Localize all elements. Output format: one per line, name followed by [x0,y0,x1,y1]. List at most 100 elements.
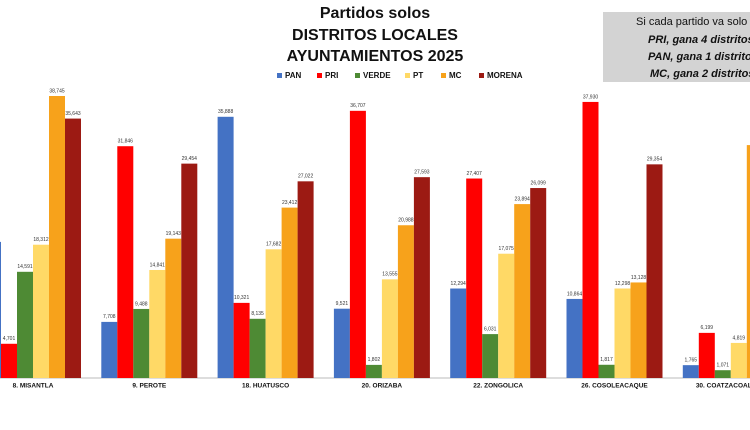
data-label: 14,591 [17,264,33,270]
legend-swatch [277,73,282,78]
bar [101,321,118,378]
data-label: 31,846 [118,139,134,145]
data-label: 9,488 [135,301,148,307]
bar [1,343,17,378]
data-label: 27,022 [298,174,314,180]
x-tick-label: 30. COATZACOALCOS [696,383,750,390]
data-label: 23,412 [282,200,298,206]
bar [349,110,366,378]
data-label: 1,765 [685,357,698,363]
data-label: 10,321 [234,295,250,301]
data-label: 6,199 [701,325,714,331]
bar [233,302,250,378]
x-tick-label: 9. PEROTE [132,383,167,390]
legend-label: VERDE [363,71,391,80]
bar [466,178,483,378]
data-label: 38,745 [49,88,65,94]
legend-label: PRI [325,71,338,80]
bar [149,269,166,378]
bar [133,308,150,378]
bar [598,364,615,378]
data-label: 7,708 [103,314,116,320]
bar [33,244,49,378]
data-label: 27,593 [414,169,430,175]
data-label: 13,555 [382,272,398,278]
data-label: 17,682 [266,242,282,248]
data-label: 4,819 [733,335,746,341]
data-label: 12,294 [451,281,467,287]
legend-label: PT [413,71,423,80]
bar [698,332,715,378]
bar [381,279,398,378]
data-label: 37,930 [583,94,599,100]
bar [450,288,467,378]
data-label: 17,075 [499,246,515,252]
data-label: 8,135 [251,311,264,317]
x-tick-label: 8. MISANTLA [13,383,54,390]
chart-subtitle: DISTRITOS LOCALES [292,27,458,44]
legend-label: MC [449,71,462,80]
data-label: 10,864 [567,291,583,297]
bar [181,163,198,378]
x-tick-label: 18. HUATUSCO [242,383,289,390]
data-label: 35,888 [218,109,234,115]
bar [682,365,699,378]
bar [630,282,647,378]
data-label: 20,988 [398,218,414,224]
bar [530,188,547,378]
data-label: 13,128 [631,275,647,281]
data-label: 4,701 [3,336,16,342]
data-label: 29,454 [182,156,198,162]
data-label: 14,841 [150,262,166,268]
bar [17,271,33,378]
bar [397,225,414,378]
bar [0,241,1,378]
data-label: 9,521 [336,301,349,307]
legend-swatch [405,73,410,78]
bar [746,145,750,378]
bar [365,364,382,378]
bar [566,298,583,378]
data-label: 18,312 [33,237,49,243]
x-tick-label: 20. ORIZABA [362,383,403,390]
bar [498,253,515,378]
data-label: 19,143 [166,231,182,237]
bar [646,164,663,378]
bar [281,207,298,378]
x-tick-label: 22. ZONGOLICA [473,383,523,390]
bar [582,101,599,379]
bar [65,118,81,379]
legend-swatch [441,73,446,78]
annotation: Si cada partido va solo [636,16,747,28]
annotation: PAN, gana 1 distrito [648,51,750,63]
annotation-box [603,12,750,82]
bar [297,181,314,378]
data-label: 6,031 [484,326,497,332]
bar [614,288,631,378]
legend-label: PAN [285,71,302,80]
bar [249,318,266,378]
data-label: 29,354 [647,157,663,163]
bar [482,334,499,378]
bar [217,116,234,378]
data-label: 1,071 [717,363,730,369]
legend-swatch [479,73,484,78]
bar [730,342,747,378]
bar [413,177,430,378]
bar [117,146,134,378]
legend-swatch [355,73,360,78]
bar [165,238,182,378]
bar [514,204,531,378]
x-tick-label: 26. COSOLEACAQUE [581,383,648,390]
data-label: 23,894 [515,196,531,202]
data-label: 36,707 [350,103,366,109]
data-label: 26,099 [531,180,547,186]
data-label: 1,817 [600,357,613,363]
bar [333,308,350,378]
legend-swatch [317,73,322,78]
annotation: PRI, gana 4 distritos [648,34,750,46]
chart-subtitle: AYUNTAMIENTOS 2025 [287,48,464,65]
bar [714,370,731,378]
data-label: 35,643 [65,111,81,117]
